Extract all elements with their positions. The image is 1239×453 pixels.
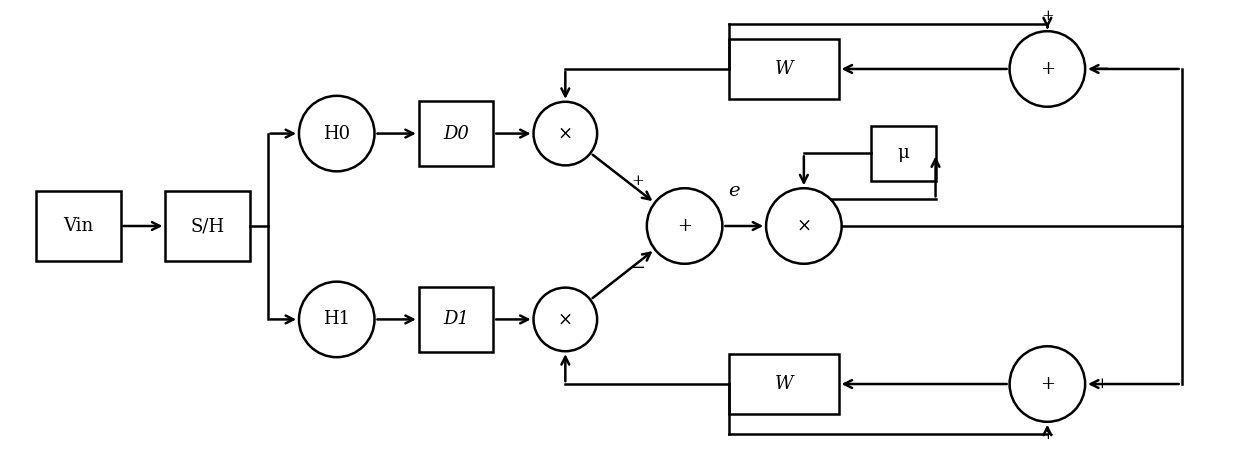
Text: H0: H0	[323, 125, 351, 143]
Text: S/H: S/H	[191, 217, 224, 235]
Text: +: +	[1040, 375, 1054, 393]
Text: +: +	[1041, 10, 1053, 23]
Text: D1: D1	[444, 310, 468, 328]
Text: W: W	[774, 60, 793, 78]
Bar	[419, 287, 493, 352]
Text: +: +	[1040, 60, 1054, 78]
Text: ×: ×	[558, 310, 572, 328]
Text: ×: ×	[797, 217, 812, 235]
Bar	[165, 191, 250, 261]
Text: Vin: Vin	[63, 217, 93, 235]
Bar	[730, 39, 839, 99]
Bar	[419, 101, 493, 166]
Text: −: −	[1094, 60, 1110, 78]
Text: +: +	[1041, 428, 1053, 442]
Text: +: +	[632, 174, 644, 188]
Text: μ: μ	[897, 145, 909, 163]
Bar	[730, 354, 839, 414]
Text: +: +	[676, 217, 693, 235]
Text: ×: ×	[558, 125, 572, 143]
Text: e: e	[729, 182, 740, 200]
Text: +: +	[1095, 377, 1109, 391]
Text: −: −	[631, 259, 646, 277]
Text: H1: H1	[323, 310, 351, 328]
Text: D0: D0	[444, 125, 468, 143]
Bar	[871, 126, 935, 181]
Text: W: W	[774, 375, 793, 393]
Bar	[36, 191, 120, 261]
